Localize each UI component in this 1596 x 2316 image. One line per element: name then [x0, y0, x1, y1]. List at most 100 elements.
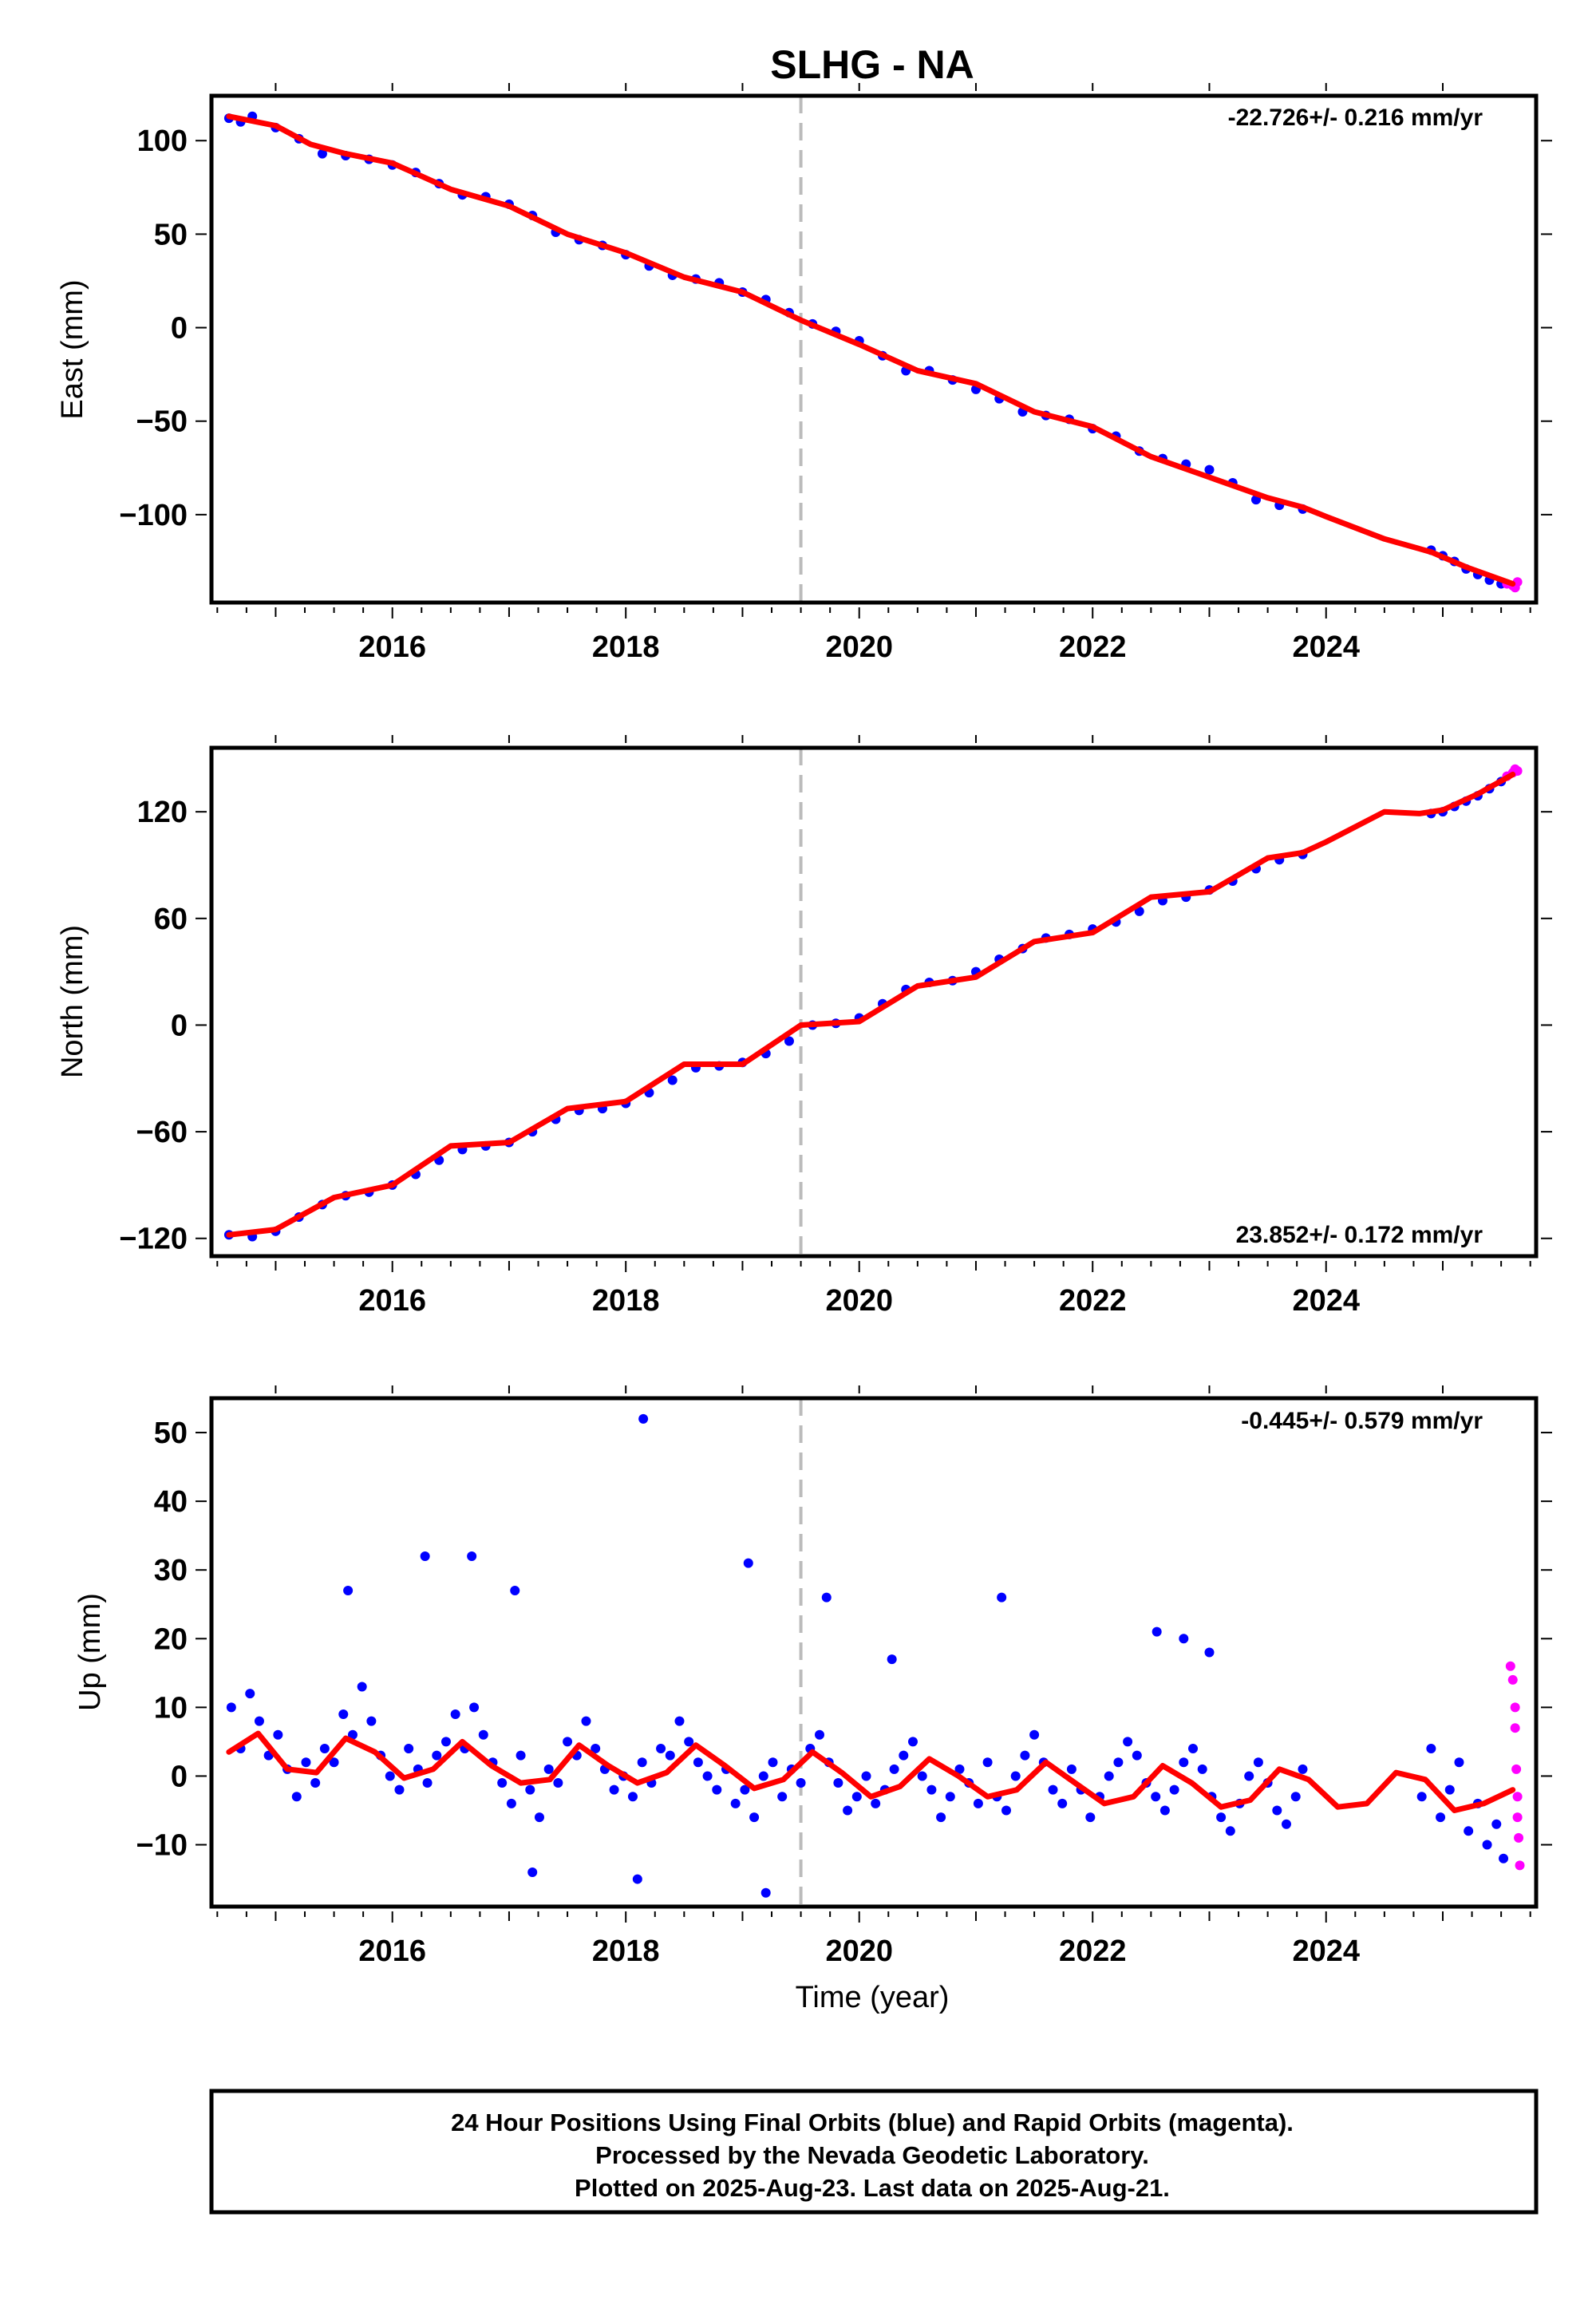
east-plot-frame	[209, 93, 1539, 605]
up-final-point	[936, 1812, 946, 1823]
up-x-tick-label: 2018	[592, 1935, 660, 1968]
up-final-point	[796, 1778, 806, 1788]
footer-box: 24 Hour Positions Using Final Orbits (bl…	[209, 2089, 1539, 2215]
up-final-point	[1225, 1826, 1235, 1836]
up-rapid-point	[1515, 1860, 1525, 1871]
east-y-tick-label: −50	[136, 405, 188, 439]
up-final-point	[917, 1771, 927, 1781]
up-final-point	[385, 1771, 395, 1781]
up-final-point	[422, 1778, 433, 1788]
up-final-point	[329, 1757, 339, 1768]
up-y-tick-label: 0	[171, 1760, 188, 1793]
up-fit-curve	[226, 1730, 1516, 1813]
up-final-point	[497, 1778, 508, 1788]
up-final-point	[469, 1702, 480, 1713]
up-final-point	[1159, 1805, 1170, 1816]
up-final-point	[743, 1558, 753, 1568]
east-plot-layer	[223, 96, 1523, 603]
up-final-point	[245, 1689, 255, 1699]
north-tick-layer: 2016 2018 2020 2022 2024 120 60 0 −60 −120	[119, 735, 1552, 1318]
up-final-point	[851, 1792, 862, 1802]
up-final-point	[740, 1784, 750, 1795]
up-final-point	[1426, 1744, 1436, 1754]
up-final-point	[347, 1729, 358, 1740]
north-y-tick-label: −120	[119, 1223, 188, 1256]
up-final-point	[404, 1744, 414, 1754]
up-final-point	[1464, 1826, 1474, 1836]
north-final-point	[784, 1036, 794, 1046]
x-axis-label: Time (year)	[796, 1981, 950, 2014]
north-x-tick-label: 2022	[1059, 1284, 1127, 1318]
up-final-point	[1152, 1626, 1162, 1637]
up-rapid-point	[1510, 1702, 1520, 1713]
up-rapid-point	[1514, 1832, 1524, 1843]
up-final-point	[543, 1764, 554, 1774]
east-fit-curve	[226, 113, 1516, 587]
up-final-point	[1436, 1812, 1446, 1823]
up-x-tick-label: 2016	[358, 1935, 426, 1968]
up-final-point	[1253, 1757, 1263, 1768]
up-y-tick-label: 20	[154, 1622, 188, 1656]
north-y-axis-label: North (mm)	[56, 925, 89, 1078]
up-tick-layer: 2016 2018 2020 2022 2024 50 40 30 20 10 0 −10	[136, 1385, 1552, 1968]
up-final-point	[1010, 1771, 1021, 1781]
up-y-tick-label: 40	[154, 1485, 188, 1519]
east-final-point	[317, 148, 327, 159]
up-final-point	[319, 1744, 330, 1754]
up-final-point	[1020, 1750, 1030, 1761]
up-final-point	[1197, 1764, 1207, 1774]
up-rapid-point	[1512, 1792, 1523, 1802]
east-y-axis-label: East (mm)	[56, 279, 89, 419]
up-final-point	[702, 1771, 713, 1781]
up-final-point	[1188, 1744, 1199, 1754]
north-x-tick-label: 2016	[358, 1284, 426, 1318]
up-final-point	[1290, 1792, 1301, 1802]
up-final-point	[1204, 1647, 1215, 1658]
north-x-tick-label: 2018	[592, 1284, 660, 1318]
up-final-point	[1216, 1812, 1227, 1823]
up-final-point	[394, 1784, 405, 1795]
north-fit-curve	[226, 771, 1516, 1238]
east-x-tick-label: 2022	[1059, 630, 1127, 664]
up-final-point	[1491, 1819, 1502, 1829]
up-panel: 2016 2018 2020 2022 2024 50 40 30 20 10 0 −10 Up (m…	[73, 1385, 1552, 1968]
north-panel: 2016 2018 2020 2022 2024 120 60 0 −60 −120 North …	[56, 735, 1552, 1318]
up-rapid-point	[1511, 1764, 1522, 1774]
up-final-point	[1001, 1805, 1011, 1816]
up-final-point	[1151, 1792, 1161, 1802]
up-final-point	[1416, 1792, 1427, 1802]
up-final-point	[926, 1784, 937, 1795]
up-y-tick-label: −10	[136, 1829, 188, 1863]
up-final-point	[357, 1682, 367, 1692]
up-final-point	[843, 1805, 853, 1816]
up-rate-label: -0.445+/- 0.579 mm/yr	[1241, 1408, 1483, 1434]
up-final-point	[907, 1737, 918, 1747]
east-x-tick-label: 2024	[1292, 630, 1360, 664]
up-final-point	[833, 1778, 843, 1788]
footer-frame	[209, 2089, 1539, 2215]
up-final-point	[1482, 1840, 1492, 1850]
up-x-tick-label: 2020	[825, 1935, 893, 1968]
up-rapid-point	[1510, 1723, 1520, 1733]
up-final-point	[1113, 1757, 1124, 1768]
up-final-point	[1444, 1784, 1455, 1795]
up-final-point	[1499, 1853, 1509, 1863]
up-final-point	[527, 1867, 538, 1877]
up-final-point	[861, 1771, 871, 1781]
north-x-tick-label: 2020	[825, 1284, 893, 1318]
up-final-point	[310, 1778, 321, 1788]
up-final-point	[1057, 1798, 1068, 1808]
up-final-point	[821, 1592, 832, 1603]
up-final-point	[1132, 1750, 1142, 1761]
up-final-point	[684, 1737, 694, 1747]
north-x-tick-label: 2024	[1292, 1284, 1360, 1318]
up-final-point	[467, 1551, 477, 1561]
north-rate-label: 23.852+/- 0.172 mm/yr	[1236, 1222, 1483, 1248]
up-final-point	[440, 1737, 451, 1747]
up-final-point	[1454, 1757, 1464, 1768]
footer-line-2: Processed by the Nevada Geodetic Laborat…	[595, 2141, 1149, 2169]
up-x-tick-label: 2024	[1292, 1935, 1360, 1968]
up-rapid-point	[1512, 1812, 1523, 1823]
east-x-tick-label: 2018	[592, 630, 660, 664]
east-x-tick-label: 2020	[825, 630, 893, 664]
